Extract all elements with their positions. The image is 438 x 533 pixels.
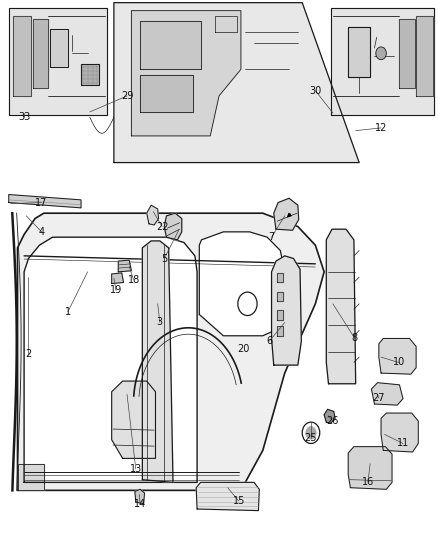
Polygon shape (277, 310, 283, 320)
Polygon shape (50, 29, 68, 67)
Polygon shape (131, 11, 241, 136)
Polygon shape (326, 229, 356, 384)
Polygon shape (379, 338, 416, 374)
Polygon shape (112, 381, 155, 458)
Text: 3: 3 (157, 318, 163, 327)
Polygon shape (371, 383, 403, 405)
Polygon shape (272, 256, 301, 365)
Text: 16: 16 (362, 478, 374, 487)
Text: 15: 15 (233, 496, 245, 506)
Polygon shape (147, 205, 159, 225)
Polygon shape (274, 198, 299, 230)
Text: 22: 22 (156, 222, 168, 231)
Polygon shape (331, 8, 434, 115)
Text: 13: 13 (130, 464, 142, 474)
Text: 33: 33 (18, 112, 30, 122)
Polygon shape (18, 213, 324, 490)
Text: 2: 2 (25, 350, 32, 359)
Text: 11: 11 (397, 439, 409, 448)
Text: 14: 14 (134, 499, 146, 508)
Circle shape (306, 426, 316, 439)
Circle shape (376, 47, 386, 60)
Polygon shape (199, 232, 285, 336)
Text: 8: 8 (352, 334, 358, 343)
Text: 1: 1 (65, 307, 71, 317)
Polygon shape (112, 273, 124, 284)
Text: 17: 17 (35, 198, 48, 207)
Text: 18: 18 (127, 275, 140, 285)
Polygon shape (81, 64, 99, 85)
Polygon shape (114, 3, 359, 163)
Text: 19: 19 (110, 286, 122, 295)
Polygon shape (9, 195, 81, 208)
Polygon shape (18, 464, 44, 490)
Polygon shape (416, 16, 433, 96)
Polygon shape (24, 237, 197, 482)
Polygon shape (277, 292, 283, 301)
Text: 30: 30 (309, 86, 321, 95)
Polygon shape (118, 260, 131, 272)
Text: 4: 4 (39, 227, 45, 237)
Polygon shape (348, 447, 392, 489)
Polygon shape (140, 75, 193, 112)
Text: 26: 26 (327, 416, 339, 426)
Text: 29: 29 (121, 91, 133, 101)
Text: 12: 12 (375, 123, 387, 133)
Polygon shape (140, 21, 201, 69)
Polygon shape (33, 19, 48, 88)
Polygon shape (277, 326, 283, 336)
Polygon shape (277, 273, 283, 282)
Polygon shape (348, 27, 370, 77)
Polygon shape (13, 16, 31, 96)
Polygon shape (381, 413, 418, 452)
Text: 25: 25 (305, 433, 317, 443)
Text: 6: 6 (266, 336, 272, 346)
Polygon shape (9, 8, 107, 115)
Text: 7: 7 (268, 232, 275, 242)
Polygon shape (164, 213, 182, 240)
Polygon shape (142, 241, 173, 482)
Polygon shape (324, 409, 335, 423)
Polygon shape (399, 19, 415, 88)
Text: 10: 10 (392, 358, 405, 367)
Text: 20: 20 (237, 344, 249, 354)
Text: 27: 27 (373, 393, 385, 403)
Polygon shape (196, 482, 259, 511)
Text: 5: 5 (161, 254, 167, 263)
Polygon shape (135, 489, 145, 504)
